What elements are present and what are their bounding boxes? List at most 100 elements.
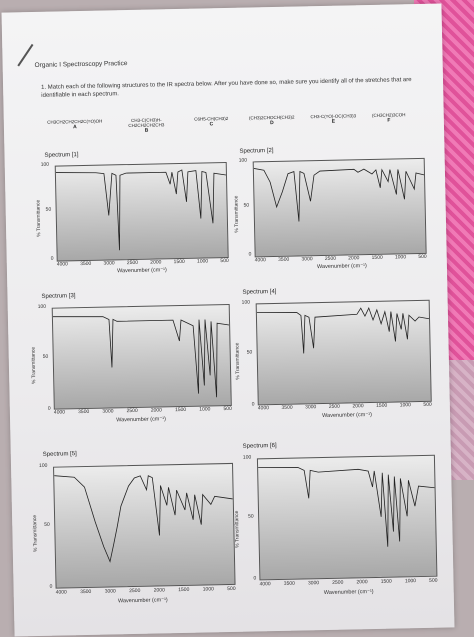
x-tick: 2000: [150, 407, 163, 414]
spectrum-4-trace: [256, 307, 430, 354]
structure-b: CH3-C(CH3)H-CH2CH2CH2CH3 B: [114, 117, 179, 134]
x-axis-label: Wavenumber (cm⁻¹): [323, 589, 374, 597]
x-tick: 1500: [174, 406, 187, 414]
spectrum-4-title: Spectrum [4]: [242, 288, 277, 296]
x-tick: 3000: [301, 256, 313, 263]
x-tick: 2500: [324, 255, 337, 262]
x-tick: 500: [227, 585, 236, 593]
spectrum-2-title: Spectrum [2]: [239, 148, 274, 155]
x-tick: 3000: [307, 580, 320, 587]
x-tick: 1000: [399, 402, 411, 409]
x-tick: 1500: [178, 586, 190, 594]
y-tick: 100: [37, 303, 47, 310]
x-tick: 500: [418, 253, 427, 260]
structure-d: (CH3)2CHOCH(CH3)2 D: [242, 114, 302, 127]
x-tick: 3000: [305, 404, 317, 411]
y-axis-label: % Transmittance: [32, 514, 39, 553]
spectrum-1-title: Spectrum [1]: [44, 152, 79, 159]
x-tick: 4000: [53, 409, 66, 416]
x-tick: 2000: [348, 255, 360, 262]
spectrum-2-plot: [252, 157, 427, 258]
structure-label: E: [331, 118, 336, 125]
y-axis-label: % Transmittance: [35, 199, 43, 237]
x-tick: 3000: [103, 260, 115, 267]
y-tick: 100: [242, 454, 252, 461]
y-tick: 0: [50, 255, 54, 262]
x-tick: 1500: [380, 578, 392, 585]
y-tick: 50: [44, 521, 50, 528]
y-tick: 100: [238, 157, 248, 164]
x-tick: 3500: [78, 408, 90, 416]
x-tick: 3500: [80, 588, 92, 596]
x-tick: 3000: [102, 408, 114, 415]
structure-c: C6H5-CH(CH3)2 C: [184, 116, 239, 128]
x-tick: 1000: [196, 258, 209, 265]
x-tick: 1500: [371, 254, 383, 261]
x-tick: 1000: [404, 578, 417, 585]
x-tick: 1500: [376, 402, 388, 409]
spectrum-2-trace: [253, 168, 425, 222]
x-axis-label: Wavenumber (cm⁻¹): [117, 267, 167, 275]
x-axis-label: Wavenumber (cm⁻¹): [116, 416, 167, 424]
y-tick: 0: [47, 405, 51, 412]
spectrum-5-title: Spectrum [5]: [42, 451, 77, 458]
x-tick: 2500: [126, 407, 138, 415]
x-tick: 1500: [173, 258, 185, 266]
structure-f: (CH3CH2)3COH F: [364, 112, 414, 124]
x-tick: 4000: [259, 581, 271, 588]
y-tick: 50: [246, 349, 253, 356]
x-tick: 4000: [254, 257, 266, 264]
y-tick: 50: [42, 353, 49, 360]
spectrum-5-trace: [54, 475, 233, 563]
y-tick: 0: [251, 401, 255, 408]
x-tick: 4000: [56, 261, 68, 268]
spectrum-5-plot: [53, 462, 236, 589]
x-tick: 2000: [352, 403, 364, 410]
x-tick: 3500: [278, 256, 290, 263]
y-tick: 0: [253, 575, 257, 582]
x-tick: 2500: [129, 587, 141, 595]
y-axis-label: % Transmittance: [234, 342, 242, 380]
x-tick: 2000: [153, 587, 165, 594]
y-tick: 50: [243, 202, 250, 209]
x-tick: 1000: [202, 586, 214, 593]
structure-label: D: [270, 120, 274, 127]
x-tick: 2500: [328, 403, 340, 410]
y-axis-label: % Transmittance: [30, 346, 38, 385]
spectrum-6-trace: [258, 467, 435, 547]
x-tick: 3500: [283, 580, 295, 587]
x-tick: 1000: [394, 254, 407, 261]
y-tick: 100: [38, 462, 48, 469]
x-axis-label: Wavenumber (cm⁻¹): [117, 597, 168, 605]
x-tick: 4000: [55, 589, 67, 596]
x-tick: 2000: [356, 579, 368, 586]
x-axis-label: Wavenumber (cm⁻¹): [316, 263, 367, 271]
spectrum-6-plot: [256, 454, 438, 581]
spectrum-3-plot: [51, 303, 232, 410]
y-tick: 0: [49, 583, 53, 590]
x-tick: 3500: [80, 260, 92, 268]
y-tick: 100: [40, 161, 50, 168]
x-axis-label: Wavenumber (cm⁻¹): [322, 412, 372, 420]
structure-a: CH3CH2CH2CH2C(=O)OH A: [40, 118, 110, 131]
x-tick: 2500: [332, 579, 344, 586]
spectrum-3-trace: [52, 316, 230, 398]
structure-e: CH3-C(=O)-OC(CH3)3 E: [306, 113, 361, 125]
x-tick: 4000: [257, 405, 270, 412]
spectrum-4-plot: [255, 299, 432, 406]
x-tick: 500: [423, 401, 432, 408]
y-tick: 0: [248, 251, 252, 258]
question-text: 1. Match each of the following structure…: [41, 77, 412, 99]
structure-label: F: [387, 117, 391, 124]
y-tick: 100: [241, 299, 251, 306]
x-tick: 1000: [199, 406, 211, 413]
spectrum-6-title: Spectrum [6]: [242, 443, 277, 450]
structure-label: B: [144, 127, 149, 134]
x-tick: 3500: [281, 404, 293, 411]
spectrum-1-plot: [54, 161, 229, 262]
x-tick: 3000: [104, 588, 116, 595]
y-tick: 50: [248, 513, 254, 520]
y-axis-label: % Transmittance: [233, 195, 241, 233]
worksheet-header: Organic I Spectroscopy Practice: [34, 60, 128, 69]
structure-label: C: [209, 121, 214, 128]
